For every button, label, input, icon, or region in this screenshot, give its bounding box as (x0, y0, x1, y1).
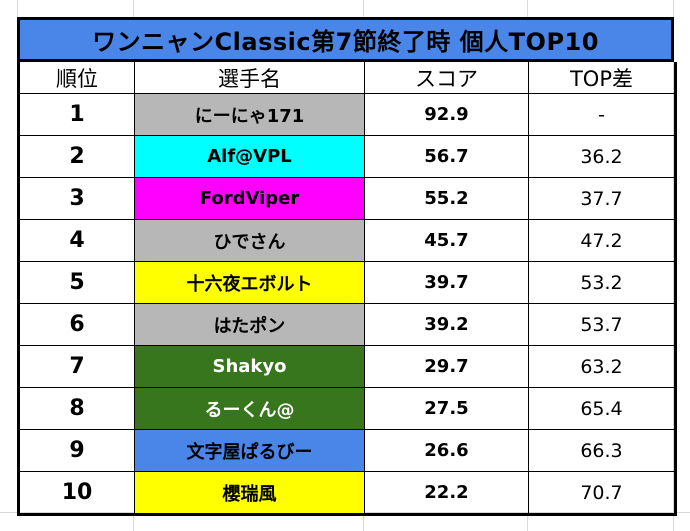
table-row: 8 るーくん@ 27.5 65.4 (17, 387, 677, 430)
table-row: 1 にーにゃ171 92.9- (17, 93, 677, 136)
player-name-cell: にーにゃ171 (134, 93, 365, 136)
header-top-diff: TOP差 (528, 62, 677, 94)
rank-cell: 8 (17, 387, 135, 430)
top-diff-cell: 63.2 (528, 345, 677, 388)
gridline (527, 512, 528, 531)
score-cell: 45.7 (364, 219, 529, 262)
score-cell: 29.7 (364, 345, 529, 388)
score-cell: 92.9 (364, 93, 529, 136)
player-name-cell: 櫻瑞風 (134, 471, 365, 516)
header-score: スコア (364, 62, 529, 94)
rank-cell: 3 (17, 177, 135, 220)
player-name-cell: 十六夜エボルト (134, 261, 365, 304)
rank-cell: 7 (17, 345, 135, 388)
table-row: 3 FordViper 55.2 37.7 (17, 177, 677, 220)
top-diff-cell: 53.7 (528, 303, 677, 346)
top-diff-cell: 53.2 (528, 261, 677, 304)
player-name-cell: るーくん@ (134, 387, 365, 430)
table-row: 2 Alf@VPL 56.7 36.2 (17, 135, 677, 178)
table-rows: 1 にーにゃ171 92.9-2 Alf@VPL 56.7 36.2 3 FordViper 5… (17, 93, 677, 516)
rank-cell: 6 (17, 303, 135, 346)
gridline (133, 512, 134, 531)
score-cell: 27.5 (364, 387, 529, 430)
score-cell: 22.2 (364, 471, 529, 516)
table-row: 4 ひでさん 45.7 47.2 (17, 219, 677, 262)
rank-cell: 1 (17, 93, 135, 136)
player-name-cell: Shakyo (134, 345, 365, 388)
table-row: 5 十六夜エボルト 39.7 53.2 (17, 261, 677, 304)
score-cell: 55.2 (364, 177, 529, 220)
rank-cell: 5 (17, 261, 135, 304)
player-name-cell: ひでさん (134, 219, 365, 262)
gridline (17, 0, 18, 17)
table-row: 9 文字屋ぱるびー 26.6 66.3 (17, 429, 677, 472)
top-diff-cell: 36.2 (528, 135, 677, 178)
header-row: 順位 選手名 スコア TOP差 (17, 62, 677, 94)
rank-cell: 10 (17, 471, 135, 516)
ranking-table: 順位 選手名 スコア TOP差 1 にーにゃ171 92.9-2 Alf@VPL 56.… (17, 62, 677, 516)
table-row: 6 はたポン 39.2 53.7 (17, 303, 677, 346)
rank-cell: 9 (17, 429, 135, 472)
player-name-cell: FordViper (134, 177, 365, 220)
table-row: 10 櫻瑞風 22.2 70.7 (17, 471, 677, 516)
top-diff-cell: 37.7 (528, 177, 677, 220)
top-diff-cell: 70.7 (528, 471, 677, 516)
sheet-title: ワンニャンClassic第7節終了時 個人TOP10 (17, 17, 674, 62)
score-cell: 26.6 (364, 429, 529, 472)
score-cell: 39.7 (364, 261, 529, 304)
top-diff-cell: 65.4 (528, 387, 677, 430)
player-name-cell: 文字屋ぱるびー (134, 429, 365, 472)
top-diff-cell: 66.3 (528, 429, 677, 472)
header-player-name: 選手名 (134, 62, 365, 94)
header-rank: 順位 (17, 62, 135, 94)
rank-cell: 2 (17, 135, 135, 178)
score-cell: 39.2 (364, 303, 529, 346)
gridline (363, 512, 364, 531)
table-row: 7 Shakyo 29.7 63.2 (17, 345, 677, 388)
gridline (133, 0, 134, 17)
gridline (363, 0, 364, 17)
top-diff-cell: 47.2 (528, 219, 677, 262)
player-name-cell: Alf@VPL (134, 135, 365, 178)
top-diff-cell: - (528, 93, 677, 136)
player-name-cell: はたポン (134, 303, 365, 346)
rank-cell: 4 (17, 219, 135, 262)
score-cell: 56.7 (364, 135, 529, 178)
gridline (527, 0, 528, 17)
